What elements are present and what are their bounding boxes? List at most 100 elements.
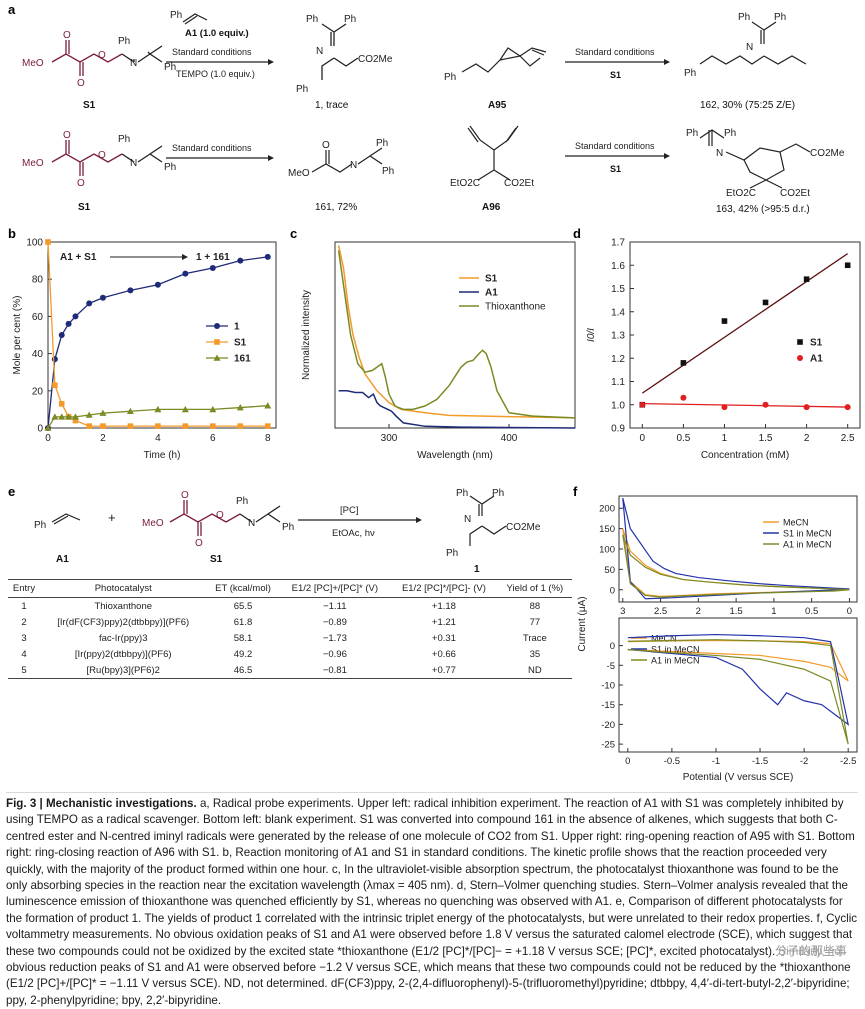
y-axis-label: Normalized intensity [301,290,312,380]
table-cell: 46.5 [206,662,280,679]
s1-structure-lower [51,140,123,176]
svg-text:Ph: Ph [344,14,356,25]
svg-text:Ph: Ph [306,14,318,25]
x-tick-label: -2 [800,756,808,767]
y-axis-label: Current (μA) [577,596,588,651]
data-point-S1 [680,360,687,366]
e-a1-label: A1 [56,554,69,565]
y-tick-label: -20 [601,720,615,731]
legend-label-A1 in MeCN: A1 in MeCN [783,540,832,550]
x-tick-label: -1.5 [752,756,768,767]
photocatalyst-table: Entry Photocatalyst ET (kcal/mol) E1/2 [… [8,579,572,679]
y-tick-label: -5 [607,661,615,672]
x-tick-label: 2 [804,433,810,444]
svg-text:MeO: MeO [142,518,164,529]
svg-text:CO2Me: CO2Me [506,522,541,533]
data-point-161 [65,413,73,420]
a96-structure [467,125,519,181]
cond-ul-2: TEMPO (1.0 equiv.) [176,69,255,79]
y-tick-label: 1.3 [611,331,625,342]
e-plus: + [108,510,116,525]
legend-marker-1 [214,323,220,329]
data-point-161 [154,405,162,413]
cond-ll-1: Standard conditions [172,143,252,153]
svg-text:Ph: Ph [456,488,468,499]
plot-frame [334,241,576,429]
y-tick-label: 0 [610,585,615,596]
reagent-label: A1 (1.0 equiv.) [185,28,249,39]
table-cell: 65.5 [233,600,253,612]
cond-lr-1: Standard conditions [575,141,655,151]
table-cell: [Ir(dF(CF3)ppy)2(dtbbpy)](PF6) [57,616,190,628]
svg-text:CO2Me: CO2Me [810,148,845,159]
y-tick-label: 1.4 [611,307,625,318]
svg-text:Ph: Ph [686,128,698,139]
table-cell: +1.18 [431,600,456,612]
a95-structure [461,47,547,73]
data-point-161 [71,413,79,420]
legend-label-A1: A1 [485,288,498,299]
series-line-Thioxanthone [337,250,576,419]
svg-text:O: O [98,150,106,161]
cv-trace-S1 in MeCN [622,497,850,600]
x-tick-label: -1 [712,756,720,767]
table-cell: 35 [529,648,541,660]
y-tick-label: 200 [599,504,615,515]
y-tick-label: 20 [32,386,44,397]
data-point-S1 [86,423,93,429]
x-tick-label: 3 [620,606,625,617]
svg-text:EtO2C: EtO2C [726,188,756,199]
table-cell: 4 [21,648,27,660]
data-point-161 [44,424,52,431]
x-tick-label: 1 [722,433,728,444]
table-header-row: Entry Photocatalyst ET (kcal/mol) E1/2 [… [8,579,572,598]
svg-text:N: N [316,46,323,57]
data-point-A1 [762,401,769,408]
legend-marker-S1 [797,339,803,345]
e-cond-label: EtOAc, hν [332,528,375,539]
cv-trace-S1 in MeCN [627,633,850,726]
data-point-S1 [155,423,161,429]
series-161 [44,402,272,431]
svg-text:Ph: Ph [684,68,696,79]
x-tick-label: 1 [771,606,776,617]
table-cell: Trace [522,632,547,644]
table-cell: ND [497,662,572,679]
table-cell: fac-Ir(ppy)3 [98,632,148,644]
svg-text:Ph: Ph [446,548,458,559]
data-point-1 [65,320,72,327]
series-line-S1 [337,245,576,419]
svg-text:N: N [130,58,137,69]
data-point-1 [86,300,93,307]
x-tick-label: 2 [100,433,106,444]
y-axis-label: I0/I [586,328,597,342]
y-tick-label: 1.7 [611,238,625,249]
table-row: 5 [Ru(bpy)3](PF6)2 46.5 −0.81 +0.77 ND [8,662,572,679]
data-point-S1 [237,423,244,429]
legend-label-Thioxanthone: Thioxanthone [485,302,546,313]
table-cell: +0.77 [390,662,498,679]
svg-text:Ph: Ph [118,36,130,47]
table-cell: +0.31 [431,632,456,644]
product-162-structure [699,21,807,65]
table-row: 2 [Ir(dF(CF3)ppy)2(dtbbpy)](PF6) 61.8 −0.89… [8,614,572,630]
data-point-1 [72,313,79,320]
table-cell: 77 [529,616,541,628]
data-point-S1 [210,423,216,429]
y-tick-label: 1.5 [611,284,625,295]
y-tick-label: 1.6 [611,261,625,272]
panel-label-c: c [290,226,298,241]
svg-text:N: N [130,158,137,169]
legend-label-1: 1 [234,322,240,333]
product-1-structure [321,23,359,80]
legend-label-S1 in MeCN: S1 in MeCN [651,645,700,655]
svg-text:Ph: Ph [170,10,182,21]
fit-line-A1 [642,402,848,408]
svg-text:Ph: Ph [164,162,176,173]
svg-text:Ph: Ph [774,12,786,23]
cv-trace-MeCN [627,639,849,682]
data-point-S1 [52,382,58,389]
data-point-S1 [45,239,51,245]
legend-label-S1: S1 [810,338,823,349]
